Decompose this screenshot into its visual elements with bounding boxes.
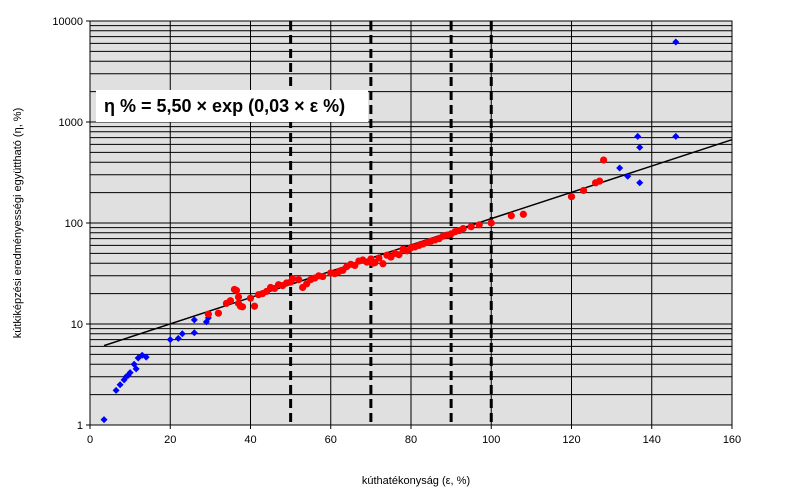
blue-point — [126, 369, 134, 377]
y-tick-label: 1000 — [59, 117, 83, 129]
red-point — [232, 286, 241, 295]
blue-point — [116, 381, 124, 389]
red-point — [234, 293, 243, 301]
x-tick-label: 60 — [325, 434, 337, 446]
blue-point — [166, 336, 174, 344]
x-tick-label: 140 — [643, 434, 661, 446]
red-point — [567, 193, 576, 201]
red-point — [214, 309, 222, 317]
formula-label: η % = 5,50 × exp (0,03 × ε %) — [104, 96, 345, 116]
blue-point — [672, 132, 680, 140]
x-tick-label: 120 — [562, 434, 580, 446]
y-axis-title: kútkiképzési eredményességi együttható (… — [12, 108, 24, 339]
red-point — [467, 223, 475, 231]
red-point — [238, 303, 247, 311]
red-point — [295, 276, 303, 284]
red-point — [375, 254, 383, 262]
blue-point — [190, 329, 198, 337]
x-axis-title: kúthatékonyság (ε, %) — [362, 475, 470, 487]
red-point — [379, 260, 387, 268]
x-tick-label: 20 — [164, 434, 176, 446]
x-axis-ticks: 0 20 40 60 80 100 120 140 160 — [87, 425, 741, 446]
red-point — [395, 251, 403, 259]
y-tick-label: 10000 — [52, 16, 83, 28]
data-points — [100, 38, 680, 424]
red-point — [226, 297, 235, 305]
red-point — [507, 212, 515, 220]
blue-point — [178, 330, 186, 338]
blue-point — [190, 316, 198, 324]
x-tick-label: 100 — [482, 434, 500, 446]
red-point — [487, 219, 495, 227]
blue-point — [616, 164, 624, 172]
red-point — [595, 177, 604, 185]
red-point — [289, 275, 297, 283]
y-tick-label: 100 — [65, 218, 83, 230]
red-point — [519, 210, 527, 218]
y-tick-label: 1 — [77, 420, 83, 432]
blue-point — [142, 353, 150, 361]
formula-box — [96, 90, 368, 122]
red-point — [204, 310, 212, 318]
x-tick-label: 0 — [87, 434, 93, 446]
blue-point — [672, 38, 680, 46]
red-point — [475, 221, 483, 229]
blue-point — [636, 143, 644, 151]
red-point — [250, 302, 259, 310]
blue-point — [112, 386, 120, 394]
y-axis-ticks: 1 10 100 1000 10000 — [52, 16, 90, 432]
red-point — [579, 186, 588, 195]
blue-point — [174, 334, 182, 342]
red-point — [319, 272, 327, 281]
x-tick-label: 160 — [723, 434, 741, 446]
blue-point — [634, 132, 642, 140]
x-tick-label: 40 — [244, 434, 256, 446]
red-point — [459, 225, 467, 233]
blue-point — [636, 179, 644, 187]
blue-point — [132, 365, 140, 373]
y-tick-label: 10 — [71, 319, 83, 331]
blue-point — [100, 416, 108, 424]
red-point — [600, 156, 608, 164]
blue-point — [624, 172, 632, 180]
red-point — [246, 294, 255, 302]
x-tick-label: 80 — [405, 434, 417, 446]
